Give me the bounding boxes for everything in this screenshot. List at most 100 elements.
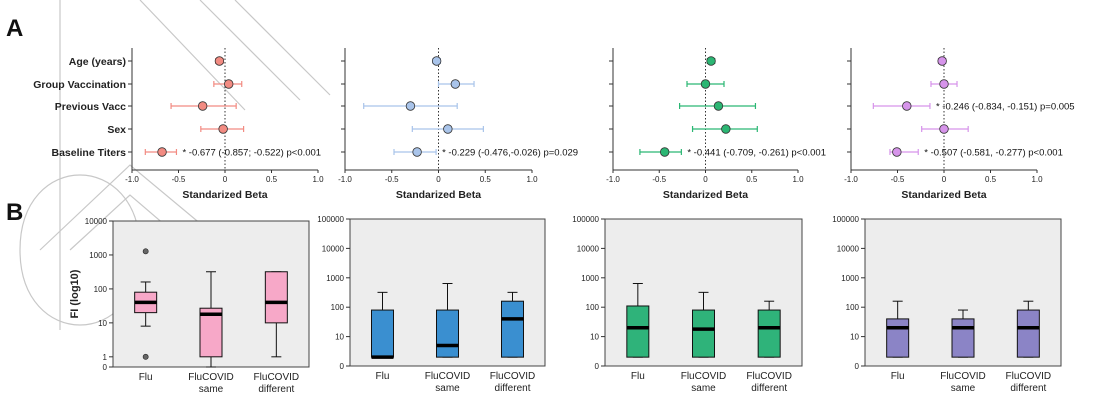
y-tick-label: 100 bbox=[846, 303, 860, 312]
x-tick-label: 0.5 bbox=[985, 175, 997, 184]
x-tick-label: 0.5 bbox=[746, 175, 758, 184]
x-tick-label: 1.0 bbox=[1031, 175, 1043, 184]
y-tick-label: 1000 bbox=[89, 251, 107, 260]
x-category-label: different bbox=[258, 384, 294, 395]
x-category-label: Flu bbox=[376, 371, 390, 382]
iqr-box bbox=[501, 300, 524, 358]
beta-annotation: * -0.507 (-0.581, -0.277) p<0.001 bbox=[924, 148, 1063, 159]
x-tick-label: -0.5 bbox=[172, 175, 186, 184]
x-category-label: FluCOVID bbox=[188, 372, 234, 383]
x-axis-title: Standarized Beta bbox=[901, 189, 986, 201]
x-tick-label: 1.0 bbox=[526, 175, 538, 184]
category-label: Sex bbox=[107, 124, 126, 136]
y-tick-label: 1000 bbox=[841, 274, 859, 283]
x-tick-label: 0 bbox=[223, 175, 228, 184]
x-category-label: FluCOVID bbox=[681, 371, 727, 382]
x-category-label: Flu bbox=[891, 371, 905, 382]
beta-point bbox=[721, 124, 731, 134]
watermark bbox=[19, 0, 331, 330]
y-tick-label: 1000 bbox=[326, 274, 344, 283]
category-label: Group Vaccination bbox=[33, 79, 126, 91]
forest-panel-2: -1.0 -0.5 0 0.5 1.0 Standarized Beta * -0.229 … bbox=[338, 48, 578, 201]
x-category-label: FluCOVID bbox=[425, 371, 471, 382]
beta-point bbox=[892, 147, 902, 157]
y-tick-label: 100000 bbox=[317, 215, 344, 224]
x-category-label: same bbox=[951, 383, 976, 394]
y-tick-label: 100 bbox=[586, 303, 600, 312]
x-tick-label: 1.0 bbox=[792, 175, 804, 184]
iqr-box bbox=[692, 309, 715, 358]
y-tick-label: 10 bbox=[335, 333, 344, 342]
x-category-label: FluCOVID bbox=[254, 372, 300, 383]
iqr-box bbox=[951, 318, 975, 358]
y-tick-label: 0 bbox=[340, 362, 345, 371]
beta-point bbox=[218, 124, 228, 134]
beta-point bbox=[443, 124, 453, 134]
iqr-box bbox=[757, 309, 781, 358]
panel-label-b: B bbox=[6, 199, 23, 226]
x-tick-label: -0.5 bbox=[385, 175, 399, 184]
beta-point bbox=[412, 147, 422, 157]
beta-annotation: * -0.441 (-0.709, -0.261) p<0.001 bbox=[687, 148, 826, 159]
x-axis-title: Standarized Beta bbox=[182, 189, 267, 201]
y-tick-label: 100 bbox=[331, 303, 345, 312]
beta-point bbox=[939, 124, 949, 134]
y-tick-label: 100000 bbox=[832, 215, 859, 224]
y-tick-label: 100000 bbox=[572, 215, 599, 224]
x-category-label: FluCOVID bbox=[746, 371, 792, 382]
x-tick-label: -1.0 bbox=[125, 175, 139, 184]
y-tick-label: 0 bbox=[103, 363, 108, 372]
y-tick-label: 0 bbox=[855, 362, 860, 371]
x-tick-label: -1.0 bbox=[606, 175, 620, 184]
y-tick-label: 100 bbox=[94, 285, 108, 294]
beta-point bbox=[224, 79, 234, 89]
outlier-point bbox=[142, 248, 149, 255]
y-tick-label: 10 bbox=[98, 319, 107, 328]
x-category-label: same bbox=[435, 383, 460, 394]
x-tick-label: -0.5 bbox=[891, 175, 905, 184]
x-category-label: Flu bbox=[631, 371, 645, 382]
x-category-label: Flu bbox=[139, 372, 153, 383]
category-label: Age (years) bbox=[69, 56, 126, 68]
beta-point bbox=[902, 101, 912, 111]
forest-panel-1: -1.0 -0.5 0 0.5 1.0 Standarized Beta Age (year… bbox=[33, 48, 324, 201]
forest-panel-4: -1.0 -0.5 0 0.5 1.0 Standarized Beta * -0.246 … bbox=[844, 48, 1075, 201]
y-tick-label: 1 bbox=[103, 353, 108, 362]
iqr-box bbox=[371, 309, 394, 358]
iqr-box bbox=[436, 309, 459, 358]
x-category-label: FluCOVID bbox=[940, 371, 986, 382]
y-axis-title: FI (log10) bbox=[69, 269, 81, 318]
x-tick-label: -0.5 bbox=[652, 175, 666, 184]
category-label: Previous Vacc bbox=[55, 101, 126, 113]
iqr-box bbox=[886, 318, 910, 358]
y-tick-label: 10000 bbox=[85, 217, 108, 226]
y-tick-label: 10 bbox=[590, 333, 599, 342]
beta-point bbox=[197, 101, 208, 111]
iqr-box bbox=[199, 307, 223, 358]
beta-point bbox=[939, 79, 949, 89]
x-category-label: different bbox=[495, 383, 531, 394]
y-tick-label: 10 bbox=[850, 333, 859, 342]
beta-point bbox=[700, 79, 711, 89]
y-tick-label: 10000 bbox=[837, 244, 860, 253]
beta-point bbox=[214, 56, 225, 66]
x-axis-title: Standarized Beta bbox=[396, 189, 481, 201]
y-tick-label: 10000 bbox=[322, 244, 345, 253]
beta-point bbox=[660, 147, 670, 157]
x-category-label: same bbox=[199, 384, 224, 395]
x-category-label: different bbox=[751, 383, 787, 394]
outlier-point bbox=[142, 353, 149, 360]
forest-plots: -1.0 -0.5 0 0.5 1.0 Standarized Beta Age (year… bbox=[33, 48, 1075, 201]
y-tick-label: 10000 bbox=[577, 244, 600, 253]
x-tick-label: -1.0 bbox=[338, 175, 352, 184]
x-tick-label: -1.0 bbox=[844, 175, 858, 184]
y-tick-label: 0 bbox=[595, 362, 600, 371]
x-tick-label: 0 bbox=[942, 175, 947, 184]
x-category-label: FluCOVID bbox=[490, 371, 536, 382]
